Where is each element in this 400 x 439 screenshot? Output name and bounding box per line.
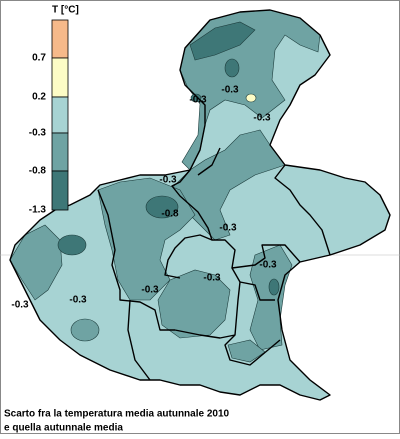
contour-label: -0.3: [253, 113, 271, 124]
province-border: [174, 329, 236, 339]
region-fill: [190, 93, 202, 103]
contour-label: -0.8: [161, 209, 179, 220]
region-fill: [157, 269, 231, 339]
legend-label: -0.3: [29, 128, 47, 139]
region-fill: [268, 278, 280, 296]
region-fill: [145, 195, 179, 219]
region-fill: [245, 93, 257, 103]
legend-label: 0.7: [32, 53, 46, 64]
caption: e quella autunnale media: [4, 423, 123, 434]
province-border: [274, 164, 331, 256]
contour-label: -0.3: [221, 85, 239, 96]
region-fill: [249, 244, 293, 351]
region-border: [9, 9, 391, 401]
province-border: [164, 234, 213, 279]
contour-label: -0.3: [11, 300, 29, 311]
legend-label: -0.8: [29, 166, 47, 177]
legend-swatch: [51, 170, 69, 211]
region-fill: [189, 21, 256, 61]
legend-label: 0.2: [32, 92, 46, 103]
legend-swatch: [51, 132, 69, 172]
region-fill: [9, 224, 63, 301]
legend: 0.7 0.2 -0.3 -0.8 -1.3: [29, 19, 69, 216]
province-border: [197, 147, 221, 176]
contour-label: -0.3: [159, 175, 177, 186]
legend-title: T [°C]: [52, 5, 79, 16]
region-fill: [57, 234, 87, 256]
province-border: [171, 169, 281, 366]
contour-label: -0.3: [219, 223, 237, 234]
region-fill: [224, 58, 240, 78]
contour-label: -0.3: [259, 260, 277, 271]
contour-label: -0.3: [189, 95, 207, 106]
province-border: [127, 299, 151, 381]
province-border: [231, 244, 301, 269]
legend-swatch: [51, 96, 69, 134]
region-fill: [227, 339, 266, 363]
province-border: [239, 281, 275, 301]
contour-labels: -0.3 -0.3 -0.3 -0.3 -0.8 -0.3 -0.3 -0.3 -0.3 -0.3…: [11, 85, 277, 311]
legend-swatch: [51, 57, 69, 98]
contour-label: -0.3: [141, 285, 159, 296]
region-fill: [70, 318, 100, 342]
caption: Scarto fra la temperatura media autunnal…: [4, 409, 230, 420]
legend-swatch: [51, 19, 69, 59]
contour-label: -0.3: [69, 295, 87, 306]
province-border: [97, 189, 175, 331]
legend-label: -1.3: [29, 205, 47, 216]
contour-label: -0.3: [203, 273, 221, 284]
